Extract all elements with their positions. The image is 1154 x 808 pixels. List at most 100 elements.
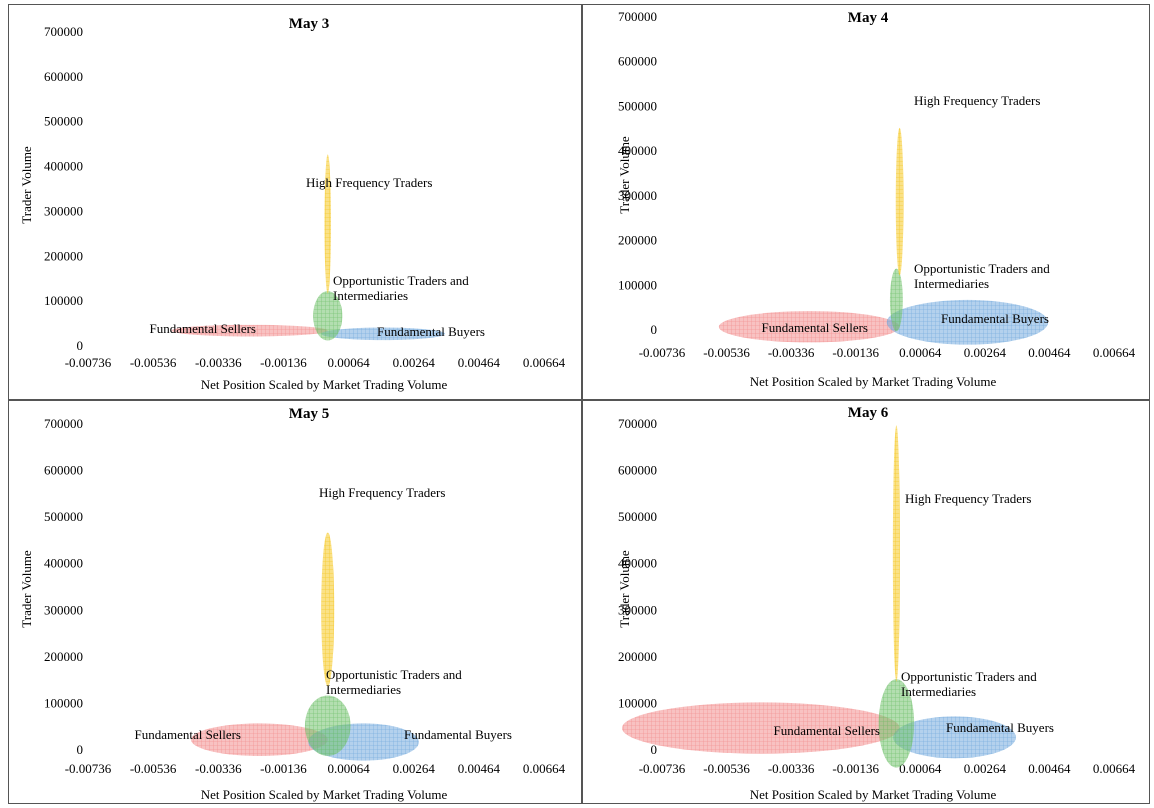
series-label-opportunistic-traders: Intermediaries bbox=[326, 682, 401, 697]
ellipse-opportunistic-traders-and-intermediaries bbox=[878, 679, 915, 768]
series-label-fundamental-buyers: Fundamental Buyers bbox=[404, 727, 512, 742]
chart-panel-may-6: May 6 0 100000 200000 300000 400000 500000 6000… bbox=[582, 400, 1150, 804]
y-tick-label: 200000 bbox=[618, 233, 657, 248]
y-tick-label: 300000 bbox=[44, 203, 83, 218]
y-tick-label: 500000 bbox=[618, 509, 657, 524]
y-tick-label: 0 bbox=[77, 742, 84, 757]
x-tick-label: -0.00336 bbox=[195, 355, 242, 370]
x-tick-label: 0.00664 bbox=[1093, 345, 1136, 360]
chart-svg: May 3 0 100000 200000 300000 400000 500000 6000… bbox=[19, 16, 566, 392]
ellipse-opportunistic-traders-and-intermediaries bbox=[313, 291, 343, 341]
series-label-high-frequency-traders: High Frequency Traders bbox=[306, 175, 432, 190]
ellipse-opportunistic-traders-and-intermediaries bbox=[889, 268, 903, 332]
x-axis-label: Net Position Scaled by Market Trading Vo… bbox=[201, 377, 448, 392]
y-tick-label: 300000 bbox=[618, 602, 657, 617]
x-tick-label: 0.00064 bbox=[899, 761, 942, 776]
x-tick-label: 0.00064 bbox=[327, 355, 370, 370]
x-tick-label: -0.00536 bbox=[703, 761, 750, 776]
series-label-fundamental-buyers: Fundamental Buyers bbox=[946, 720, 1054, 735]
x-tick-label: -0.00536 bbox=[703, 345, 750, 360]
y-tick-label: 0 bbox=[77, 338, 84, 353]
y-tick-label: 100000 bbox=[44, 695, 83, 710]
series-label-opportunistic-traders: Intermediaries bbox=[333, 288, 408, 303]
x-tick-label: 0.00064 bbox=[327, 761, 370, 776]
x-tick-label: -0.00736 bbox=[639, 761, 686, 776]
x-tick-label: 0.00664 bbox=[523, 761, 566, 776]
y-tick-label: 300000 bbox=[618, 188, 657, 203]
x-tick-label: -0.00536 bbox=[130, 761, 177, 776]
y-tick-label: 700000 bbox=[44, 416, 83, 431]
x-tick-label: -0.00136 bbox=[260, 761, 307, 776]
series-label-high-frequency-traders: High Frequency Traders bbox=[914, 93, 1040, 108]
x-tick-label: 0.00664 bbox=[1093, 761, 1136, 776]
ellipse-fundamental-sellers bbox=[190, 723, 328, 756]
x-tick-label: 0.00264 bbox=[964, 345, 1007, 360]
y-tick-label: 400000 bbox=[618, 143, 657, 158]
series-label-opportunistic-traders: Opportunistic Traders and bbox=[914, 261, 1050, 276]
x-tick-label: -0.00736 bbox=[639, 345, 686, 360]
ellipse-fundamental-sellers bbox=[718, 311, 900, 343]
chart-panel-may-5: May 5 0 100000 200000 300000 400000 500000 6000… bbox=[8, 400, 582, 804]
series-label-opportunistic-traders: Opportunistic Traders and bbox=[326, 667, 462, 682]
x-tick-label: 0.00464 bbox=[1028, 761, 1071, 776]
y-tick-label: 500000 bbox=[44, 114, 83, 129]
y-tick-label: 300000 bbox=[44, 602, 83, 617]
x-tick-label: 0.00264 bbox=[393, 355, 436, 370]
ellipse-fundamental-buyers bbox=[886, 299, 1049, 345]
x-tick-label: 0.00464 bbox=[458, 355, 501, 370]
x-axis-label: Net Position Scaled by Market Trading Vo… bbox=[750, 374, 997, 389]
series-label-fundamental-buyers: Fundamental Buyers bbox=[377, 324, 485, 339]
ellipse-fundamental-buyers bbox=[893, 716, 1016, 759]
x-tick-label: -0.00536 bbox=[130, 355, 177, 370]
series-label-high-frequency-traders: High Frequency Traders bbox=[319, 485, 445, 500]
x-tick-label: -0.00136 bbox=[260, 355, 307, 370]
series-label-fundamental-sellers: Fundamental Sellers bbox=[149, 321, 256, 336]
y-tick-label: 200000 bbox=[44, 248, 83, 263]
y-tick-label: 100000 bbox=[44, 293, 83, 308]
y-tick-label: 0 bbox=[651, 742, 658, 757]
ellipse-opportunistic-traders-and-intermediaries bbox=[304, 695, 351, 756]
chart-title: May 5 bbox=[289, 406, 329, 422]
y-tick-label: 0 bbox=[651, 322, 658, 337]
series-label-high-frequency-traders: High Frequency Traders bbox=[905, 491, 1031, 506]
x-tick-label: 0.00064 bbox=[899, 345, 942, 360]
series-label-fundamental-buyers: Fundamental Buyers bbox=[941, 311, 1049, 326]
series-label-fundamental-sellers: Fundamental Sellers bbox=[773, 723, 880, 738]
y-tick-label: 600000 bbox=[618, 54, 657, 69]
ellipse-fundamental-sellers bbox=[171, 324, 328, 337]
y-tick-label: 600000 bbox=[44, 69, 83, 84]
y-tick-label: 500000 bbox=[44, 509, 83, 524]
x-axis-label: Net Position Scaled by Market Trading Vo… bbox=[201, 787, 448, 802]
y-tick-label: 400000 bbox=[618, 556, 657, 571]
chart-title: May 6 bbox=[848, 405, 889, 421]
x-tick-label: -0.00736 bbox=[65, 761, 112, 776]
chart-panel-may-3: May 3 0 100000 200000 300000 400000 500000 6000… bbox=[8, 4, 582, 400]
series-label-opportunistic-traders: Opportunistic Traders and bbox=[901, 669, 1037, 684]
x-tick-label: -0.00736 bbox=[65, 355, 112, 370]
x-tick-label: 0.00464 bbox=[458, 761, 501, 776]
chart-svg: May 5 0 100000 200000 300000 400000 500000 6000… bbox=[19, 406, 566, 802]
y-tick-label: 700000 bbox=[44, 24, 83, 39]
x-axis-label: Net Position Scaled by Market Trading Vo… bbox=[750, 787, 997, 802]
x-tick-label: 0.00464 bbox=[1028, 345, 1071, 360]
y-tick-label: 700000 bbox=[618, 9, 657, 24]
x-tick-label: 0.00264 bbox=[964, 761, 1007, 776]
y-tick-label: 200000 bbox=[618, 649, 657, 664]
chart-panel-may-4: May 4 0 100000 200000 300000 400000 500000 6000… bbox=[582, 4, 1150, 400]
series-label-fundamental-sellers: Fundamental Sellers bbox=[134, 727, 241, 742]
y-axis-label: Trader Volume bbox=[617, 136, 632, 214]
series-label-opportunistic-traders: Opportunistic Traders and bbox=[333, 273, 469, 288]
ellipse-high-frequency-traders bbox=[895, 127, 904, 276]
chart-title: May 4 bbox=[848, 10, 889, 26]
y-tick-label: 400000 bbox=[44, 159, 83, 174]
y-tick-label: 400000 bbox=[44, 556, 83, 571]
y-axis-label: Trader Volume bbox=[19, 550, 34, 628]
y-tick-label: 600000 bbox=[618, 463, 657, 478]
series-label-fundamental-sellers: Fundamental Sellers bbox=[761, 320, 868, 335]
y-tick-label: 500000 bbox=[618, 98, 657, 113]
chart-svg: May 6 0 100000 200000 300000 400000 500000 6000… bbox=[617, 405, 1136, 802]
series-label-opportunistic-traders: Intermediaries bbox=[901, 684, 976, 699]
series-label-opportunistic-traders: Intermediaries bbox=[914, 276, 989, 291]
y-tick-label: 200000 bbox=[44, 649, 83, 664]
ellipse-high-frequency-traders bbox=[892, 425, 900, 682]
